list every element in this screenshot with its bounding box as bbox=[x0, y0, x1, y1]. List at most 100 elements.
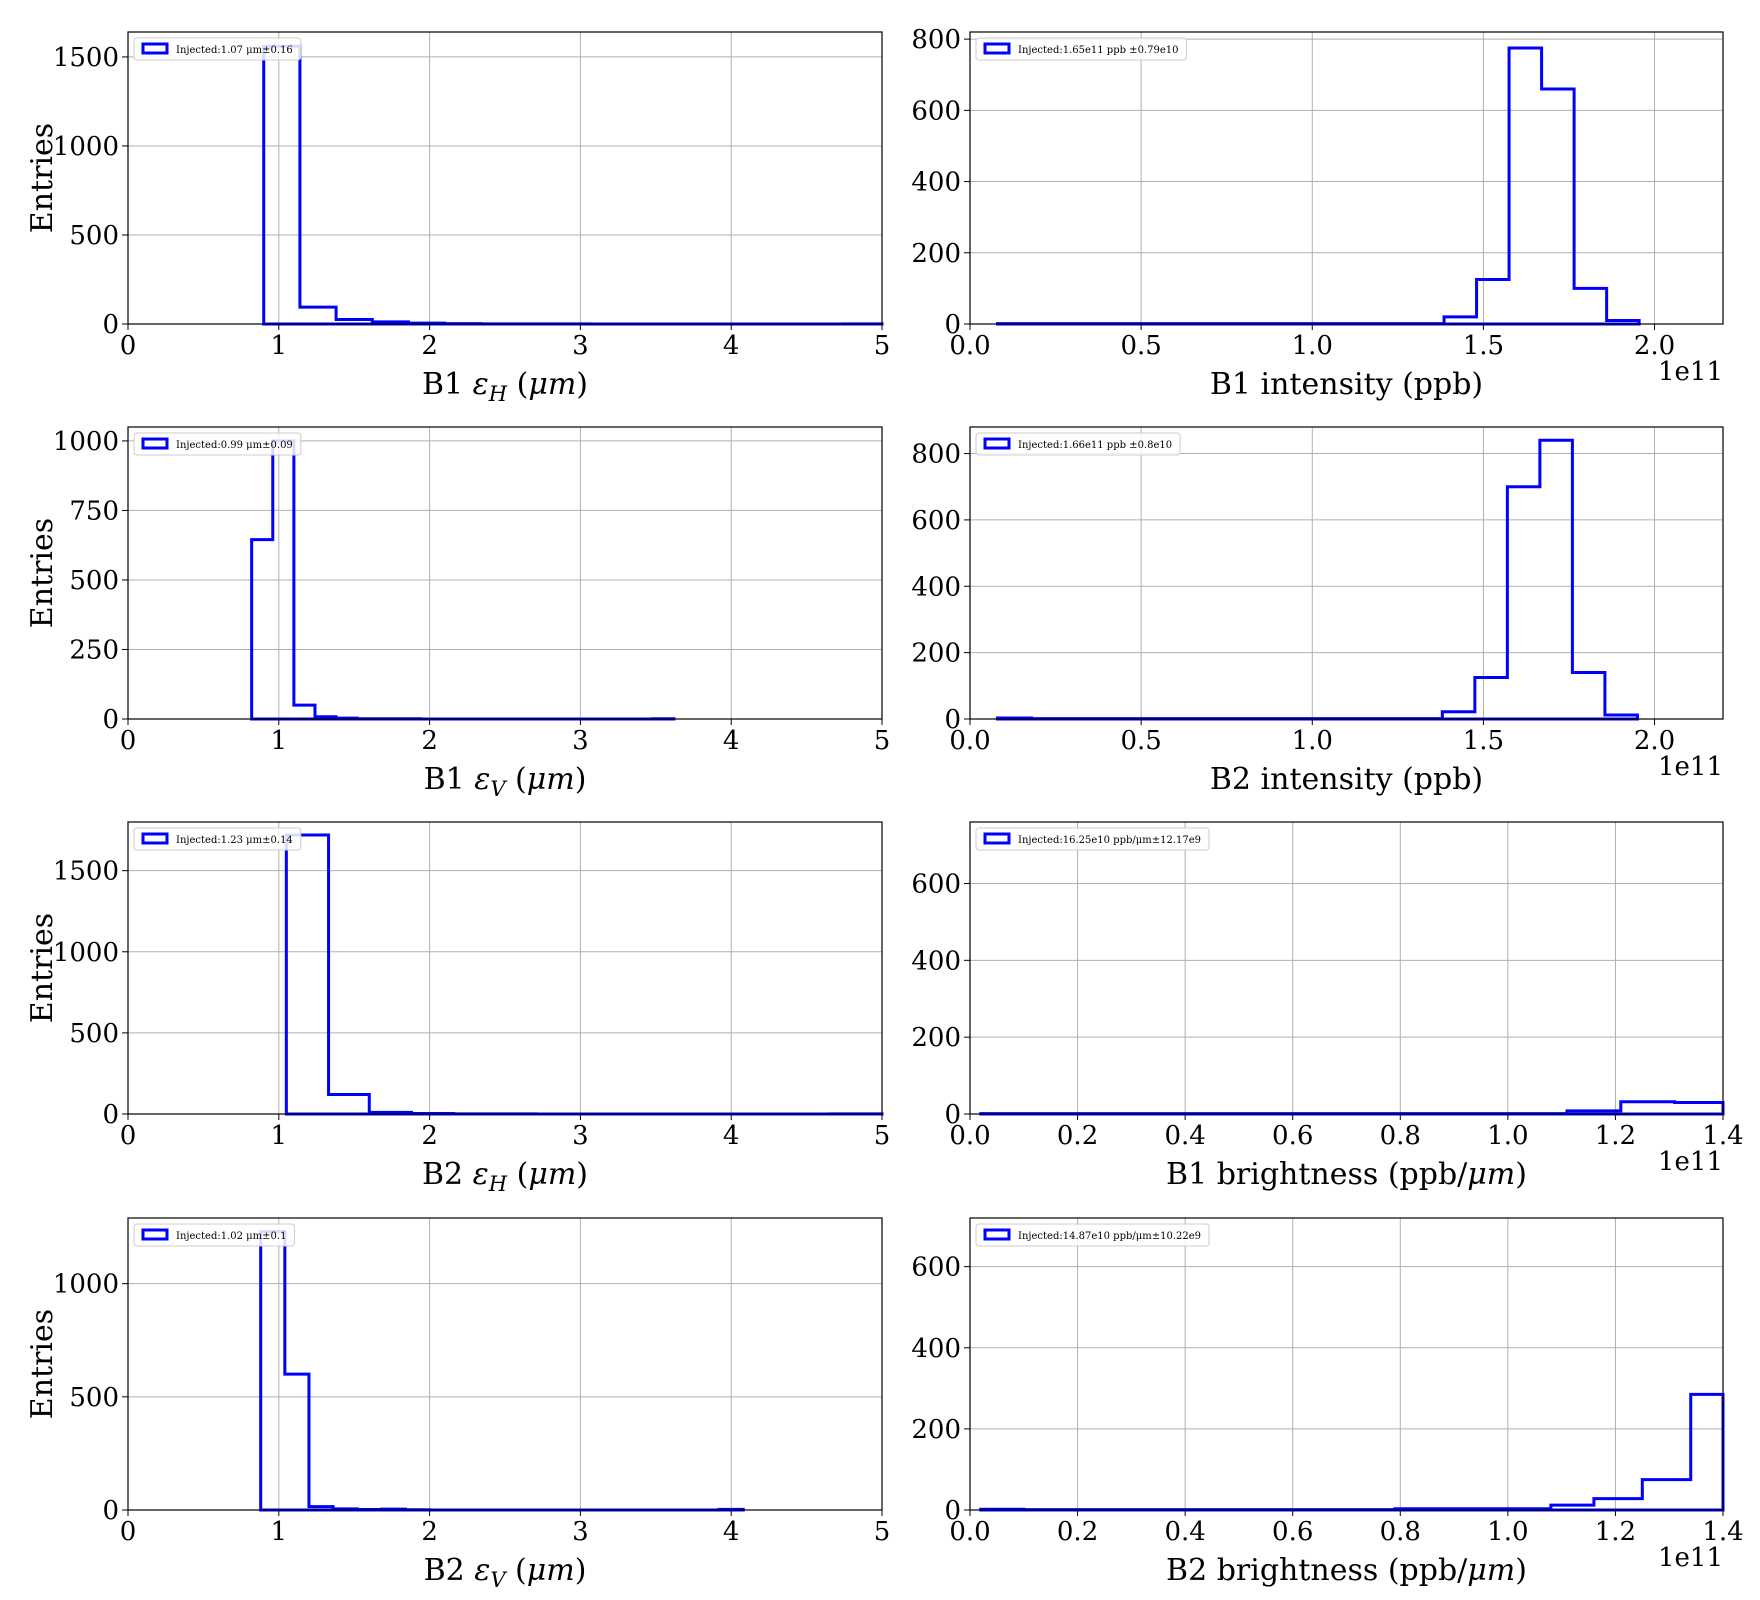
x-tick-label: 0 bbox=[120, 1121, 137, 1151]
legend-swatch bbox=[141, 437, 169, 450]
axes-frame bbox=[127, 821, 883, 1115]
x-tick-label: 3 bbox=[572, 726, 589, 756]
x-tick-label: 1.0 bbox=[1292, 726, 1333, 756]
x-axis-label: B1 brightness (ppb/μm) bbox=[1166, 1157, 1527, 1192]
x-axis-label: B2 intensity (ppb) bbox=[1210, 762, 1483, 797]
x-tick-label: 0.8 bbox=[1380, 1517, 1421, 1547]
x-tick-label: 4 bbox=[723, 331, 740, 361]
x-tick-label: 2 bbox=[421, 1517, 438, 1547]
axes-frame bbox=[969, 31, 1724, 325]
x-tick-label: 1.0 bbox=[1487, 1517, 1528, 1547]
legend-swatch bbox=[983, 832, 1011, 845]
x-axis-label: B1 εV (μm) bbox=[424, 762, 587, 801]
histogram-step bbox=[259, 1230, 745, 1512]
y-tick-label: 200 bbox=[911, 639, 961, 669]
y-tick-label: 1000 bbox=[53, 427, 119, 457]
legend-frame bbox=[133, 1223, 295, 1247]
y-tick-label: 600 bbox=[911, 869, 961, 899]
y-tick-label: 0 bbox=[102, 1100, 119, 1130]
y-tick-label: 0 bbox=[102, 1496, 119, 1526]
x-tick-label: 2.0 bbox=[1634, 726, 1675, 756]
legend-label: Injected:1.65e11 ppb ±0.79e10 bbox=[1018, 45, 1178, 56]
legend-label: Injected:14.87e10 ppb/μm±10.22e9 bbox=[1018, 1231, 1201, 1242]
x-tick-label: 3 bbox=[572, 1517, 589, 1547]
x-tick-label: 0.4 bbox=[1164, 1517, 1205, 1547]
histogram-step bbox=[979, 1392, 1725, 1512]
legend-swatch bbox=[983, 42, 1011, 55]
y-tick-label: 750 bbox=[69, 496, 119, 526]
y-tick-label: 500 bbox=[69, 566, 119, 596]
x-tick-label: 0.0 bbox=[949, 331, 990, 361]
x-tick-label: 5 bbox=[874, 726, 891, 756]
y-tick-label: 800 bbox=[911, 440, 961, 470]
y-tick-label: 0 bbox=[102, 310, 119, 340]
x-tick-label: 5 bbox=[874, 331, 891, 361]
x-tick-label: 4 bbox=[723, 1517, 740, 1547]
legend-frame bbox=[975, 432, 1181, 456]
x-tick-label: 1 bbox=[271, 1517, 288, 1547]
x-tick-label: 0.8 bbox=[1380, 1121, 1421, 1151]
y-tick-label: 200 bbox=[911, 239, 961, 269]
x-tick-label: 0 bbox=[120, 331, 137, 361]
legend-frame bbox=[133, 37, 302, 61]
y-axis-label: Entries bbox=[25, 123, 60, 233]
axes-frame bbox=[969, 426, 1724, 720]
panel-b1-eh: 0 1 2 3 4 5 0 500 1000 1500 B1 εH (μm) Entries Injec… bbox=[25, 31, 891, 406]
y-tick-label: 1000 bbox=[53, 938, 119, 968]
x-tick-label: 1.2 bbox=[1595, 1517, 1636, 1547]
legend: Injected:1.07 μm±0.16 bbox=[133, 37, 302, 61]
panel-b2-ev: 0 1 2 3 4 5 0 500 1000 B2 εV (μm) Entries Injected:… bbox=[25, 1217, 891, 1592]
x-tick-label: 1.0 bbox=[1292, 331, 1333, 361]
x-tick-label: 3 bbox=[572, 1121, 589, 1151]
histogram-step bbox=[995, 438, 1639, 721]
y-tick-label: 200 bbox=[911, 1415, 961, 1445]
panel-b1-intensity: 0.0 0.5 1.0 1.5 2.0 0 200 400 600 800 B1 intensity… bbox=[911, 25, 1724, 402]
y-tick-label: 0 bbox=[944, 1496, 961, 1526]
x-tick-label: 3 bbox=[572, 331, 589, 361]
y-tick-label: 500 bbox=[69, 1019, 119, 1049]
x-offset-text: 1e11 bbox=[1658, 1147, 1723, 1177]
legend: Injected:0.99 μm±0.09 bbox=[133, 432, 302, 456]
y-axis-label: Entries bbox=[25, 518, 60, 628]
x-tick-label: 2 bbox=[421, 726, 438, 756]
axes-frame bbox=[969, 1217, 1724, 1511]
histogram-step bbox=[995, 46, 1641, 326]
x-tick-label: 1 bbox=[271, 331, 288, 361]
x-tick-label: 1 bbox=[271, 1121, 288, 1151]
legend: Injected:1.23 μm±0.14 bbox=[133, 827, 302, 851]
x-tick-label: 0.6 bbox=[1272, 1517, 1313, 1547]
panel-b1-brightness: 0.0 0.2 0.4 0.6 0.8 1.0 1.2 1.4 0 200 400 600 B1 bri… bbox=[911, 821, 1744, 1192]
x-axis-label: B2 brightness (ppb/μm) bbox=[1166, 1553, 1527, 1588]
x-tick-label: 0.0 bbox=[949, 1517, 990, 1547]
x-tick-label: 1.4 bbox=[1702, 1121, 1743, 1151]
histogram-step bbox=[979, 1100, 1725, 1116]
axes-frame bbox=[127, 1217, 883, 1511]
legend-frame bbox=[133, 827, 302, 851]
x-offset-text: 1e11 bbox=[1658, 357, 1723, 387]
legend-label: Injected:1.02 μm±0.1 bbox=[176, 1231, 286, 1242]
y-tick-label: 0 bbox=[944, 705, 961, 735]
legend-label: Injected:1.66e11 ppb ±0.8e10 bbox=[1018, 440, 1172, 451]
x-tick-label: 1.4 bbox=[1702, 1517, 1743, 1547]
x-tick-label: 0.0 bbox=[949, 1121, 990, 1151]
x-tick-label: 0.6 bbox=[1272, 1121, 1313, 1151]
legend: Injected:1.66e11 ppb ±0.8e10 bbox=[975, 432, 1181, 456]
y-tick-label: 200 bbox=[911, 1023, 961, 1053]
y-tick-label: 0 bbox=[944, 310, 961, 340]
x-tick-label: 0.5 bbox=[1120, 726, 1161, 756]
legend: Injected:1.02 μm±0.1 bbox=[133, 1223, 295, 1247]
x-offset-text: 1e11 bbox=[1658, 752, 1723, 782]
axes-frame bbox=[127, 31, 883, 325]
x-tick-label: 0.5 bbox=[1120, 331, 1161, 361]
legend-frame bbox=[975, 827, 1210, 851]
x-tick-label: 1.2 bbox=[1595, 1121, 1636, 1151]
panel-b2-brightness: 0.0 0.2 0.4 0.6 0.8 1.0 1.2 1.4 0 200 400 600 B2 bri… bbox=[911, 1217, 1744, 1588]
y-tick-label: 400 bbox=[911, 572, 961, 602]
y-tick-label: 1500 bbox=[53, 857, 119, 887]
legend-frame bbox=[133, 432, 302, 456]
x-axis-label: B1 intensity (ppb) bbox=[1210, 367, 1483, 402]
x-tick-label: 5 bbox=[874, 1517, 891, 1547]
y-tick-label: 250 bbox=[69, 635, 119, 665]
x-axis-label: B2 εH (μm) bbox=[422, 1157, 588, 1196]
x-tick-label: 1.0 bbox=[1487, 1121, 1528, 1151]
